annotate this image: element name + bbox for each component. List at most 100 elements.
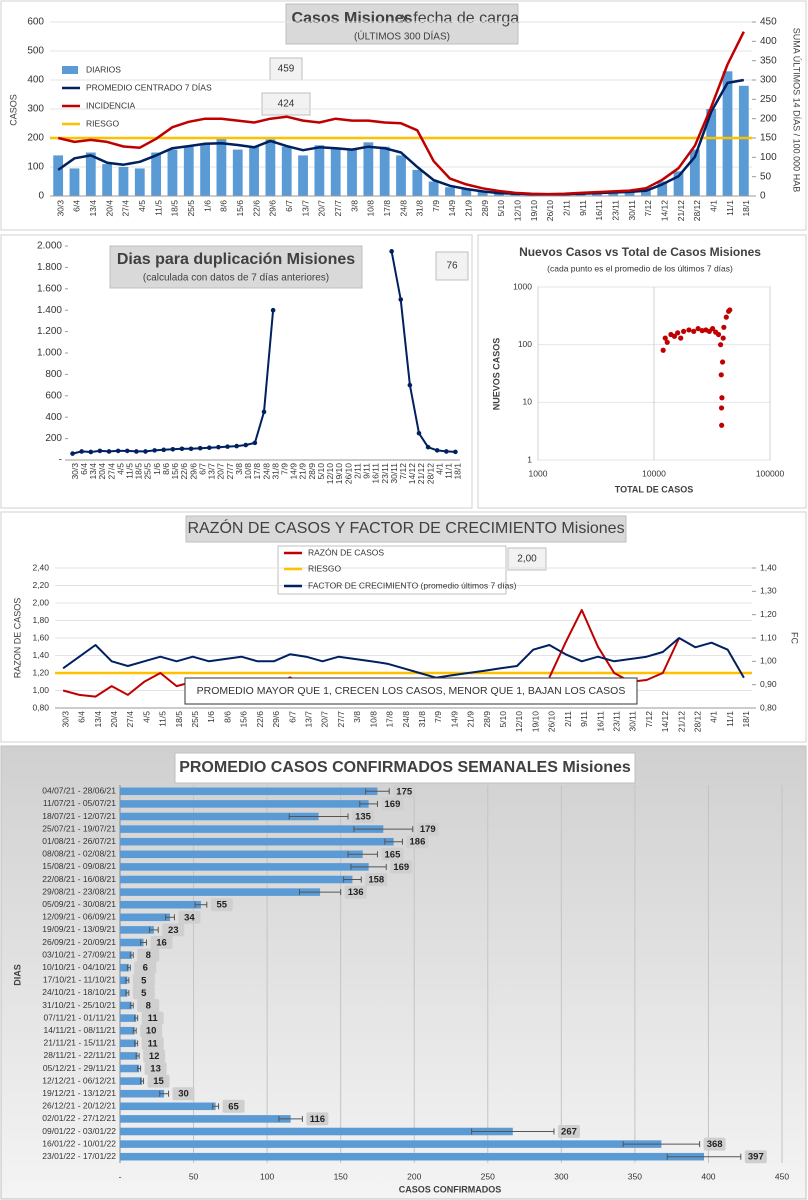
data-label-box (141, 1036, 164, 1050)
x-tick-label: 20/4 (97, 463, 107, 480)
x-tick-label: 14/12 (660, 711, 670, 733)
y-tick-label: 2.000 (37, 241, 62, 252)
data-label: 8 (146, 1001, 151, 1012)
x-tick-label: 1/6 (202, 200, 212, 212)
x-tick-label: 350 (628, 1171, 642, 1181)
y-tick-label: 11/07/21 - 05/07/21 (43, 798, 116, 808)
x-tick-label: 5/10 (316, 463, 326, 480)
series-line (62, 637, 745, 679)
x-tick-label: 1/6 (206, 711, 216, 723)
y-tick-label: 09/01/22 - 03/01/22 (42, 1126, 116, 1136)
chart-title: PROMEDIO CASOS CONFIRMADOS SEMANALES Mis… (179, 759, 631, 776)
bar (120, 926, 154, 934)
y-tick-label: 02/01/22 - 27/12/21 (42, 1113, 116, 1123)
x-tick-label: 6/7 (197, 463, 207, 475)
bar (314, 145, 325, 196)
x-tick-label: 16/11 (594, 200, 604, 221)
point (723, 314, 729, 320)
point (709, 325, 716, 332)
x-tick-label: 18/1 (741, 711, 751, 728)
y2-tick-label: 0 (760, 191, 766, 202)
x-tick-label: 27/7 (333, 200, 343, 217)
x-tick-label: 24/8 (261, 463, 271, 480)
point (161, 447, 167, 453)
bar (85, 152, 96, 196)
x-tick-label: 1000 (529, 468, 548, 478)
bar (120, 1140, 662, 1148)
bar (722, 71, 733, 196)
data-label-box (144, 1062, 167, 1075)
legend-swatch (62, 66, 78, 74)
data-label: 30 (178, 1089, 189, 1100)
x-tick-label: 300 (554, 1171, 568, 1181)
y-tick-label: 2,20 (32, 580, 49, 590)
x-tick-label: 14/9 (447, 200, 457, 217)
x-tick-label: 18/5 (134, 463, 144, 480)
y2-tick-label: 50 (760, 171, 772, 182)
x-tick-label: 15/6 (239, 711, 249, 728)
y-tick-label: 1.400 (37, 305, 62, 316)
y-tick-label: 300 (27, 104, 44, 115)
bar (167, 149, 178, 196)
y-tick-label: 31/10/21 - 25/10/21 (42, 1000, 116, 1010)
y-tick-label: 0 (38, 191, 44, 202)
x-tick-label: 4/1 (708, 200, 718, 212)
data-label: 11 (148, 1038, 159, 1049)
data-label-box (703, 1137, 726, 1151)
bar (445, 187, 455, 196)
point (718, 372, 724, 378)
data-label: 169 (385, 799, 401, 810)
y-tick-label: 1.600 (37, 283, 62, 294)
bar (120, 1115, 291, 1123)
x-tick-label: 100000 (756, 468, 785, 478)
data-label: 15 (153, 1076, 164, 1087)
x-tick-label: 12/10 (514, 711, 524, 733)
x-axis-label: TOTAL DE CASOS (615, 484, 694, 494)
y-tick-label: 1 (527, 454, 532, 464)
x-tick-label: 8/6 (222, 711, 232, 723)
bar (706, 109, 717, 196)
x-tick-label: 11/1 (444, 463, 454, 479)
x-tick-label: 11/5 (153, 200, 163, 216)
x-tick-label: 21/12 (676, 711, 686, 733)
point (398, 297, 404, 302)
bar (510, 193, 521, 196)
bar (232, 149, 243, 196)
y-tick-label: 14/11/21 - 08/11/21 (44, 1025, 117, 1035)
point (695, 325, 701, 332)
point (681, 328, 687, 334)
x-tick-label: 28/9 (480, 200, 490, 217)
y2-tick-label: 1,40 (760, 562, 777, 572)
x-tick-label: 14/12 (407, 463, 417, 485)
series-line (57, 78, 745, 196)
point (270, 307, 276, 313)
data-label: 34 (184, 912, 195, 923)
point (434, 448, 440, 453)
data-label: 136 (348, 887, 364, 898)
x-tick-label: 28/9 (482, 711, 492, 728)
x-tick-label: 26/10 (545, 200, 555, 222)
y-axis-label: CASOS (8, 94, 18, 126)
data-label-box (134, 961, 157, 975)
x-tick-label: 20/4 (104, 200, 114, 217)
y-tick-label: 1,40 (32, 650, 49, 660)
x-tick-label: 14/9 (289, 463, 299, 480)
bar (118, 167, 129, 196)
data-label-box (557, 1125, 580, 1138)
data-label-box (150, 936, 173, 949)
bar (120, 888, 321, 896)
x-tick-label: 5/10 (496, 200, 506, 217)
y2-axis-label: SUMA ÚLTIMOS 14 DÍAS / 100.000 HAB (792, 28, 802, 192)
bar (330, 148, 341, 196)
x-tick-label: 25/5 (143, 463, 153, 480)
bar (120, 1001, 132, 1010)
y2-tick-label: 0,90 (760, 679, 777, 689)
x-tick-label: 11/1 (725, 200, 735, 216)
y-tick-label: 26/09/21 - 20/09/21 (42, 937, 116, 947)
x-tick-label: 27/7 (225, 463, 235, 480)
x-tick-label: 27/4 (125, 711, 135, 728)
x-axis-label: CASOS CONFIRMADOS (399, 1184, 502, 1194)
data-label-box (416, 822, 439, 836)
bar (120, 913, 171, 922)
point (207, 445, 212, 450)
